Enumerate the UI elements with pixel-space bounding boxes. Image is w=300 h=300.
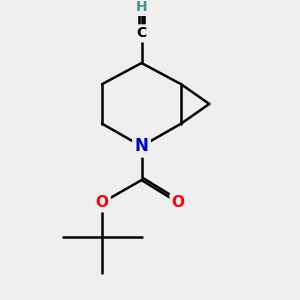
Text: O: O [95, 195, 109, 210]
Text: O: O [172, 195, 185, 210]
Text: C: C [136, 26, 147, 40]
Text: H: H [136, 0, 147, 14]
Text: N: N [135, 137, 148, 155]
